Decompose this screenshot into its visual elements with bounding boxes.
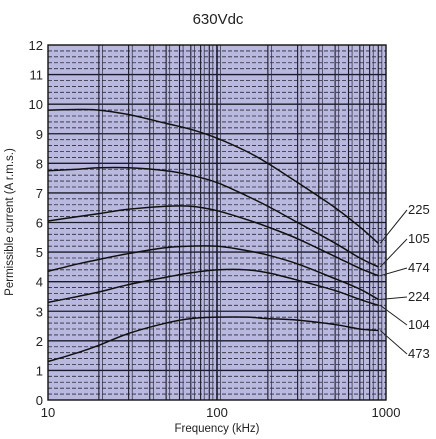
y-axis-label: Permissible current (A r.m.s.) <box>4 148 16 296</box>
y-tick-label: 12 <box>29 38 43 53</box>
series-lines <box>47 108 379 363</box>
chart-title: 630Vdc <box>193 11 244 28</box>
y-tick-label: 1 <box>36 363 43 378</box>
y-tick-label: 8 <box>36 156 43 171</box>
series-line-474 <box>47 205 379 277</box>
x-tick-label: 10 <box>41 405 55 420</box>
series-label-474: 474 <box>408 260 430 275</box>
y-tick-label: 9 <box>36 127 43 142</box>
series-label-105: 105 <box>408 231 430 246</box>
series-line-104 <box>47 268 379 307</box>
grid <box>48 45 386 400</box>
y-tick-label: 6 <box>36 216 43 231</box>
y-tick-label: 2 <box>36 334 43 349</box>
y-tick-label: 5 <box>36 245 43 260</box>
x-tick-label: 1000 <box>372 405 401 420</box>
y-tick-label: 11 <box>30 68 44 83</box>
y-tick-label: 4 <box>36 275 43 290</box>
y-tick-label: 3 <box>36 304 43 319</box>
series-leader-473 <box>379 330 408 355</box>
series-labels: 225 105 474 224 104 473 <box>379 202 430 361</box>
x-axis-label: Frequency (kHz) <box>175 423 260 435</box>
y-tick-label: 10 <box>29 97 43 112</box>
series-leader-224 <box>380 296 408 300</box>
series-leader-474 <box>380 267 408 277</box>
series-line-105 <box>47 166 379 268</box>
series-label-473: 473 <box>408 346 430 361</box>
y-tick-label: 7 <box>36 186 43 201</box>
series-label-225: 225 <box>408 202 430 217</box>
y-tick-label: 0 <box>36 393 43 408</box>
x-tick-label: 100 <box>206 405 228 420</box>
series-leader-104 <box>379 304 408 326</box>
series-line-225 <box>47 108 379 244</box>
series-leader-105 <box>379 238 408 268</box>
series-leader-225 <box>379 209 408 244</box>
series-label-104: 104 <box>408 317 430 332</box>
plot-frame <box>47 44 387 401</box>
series-line-224 <box>47 245 379 301</box>
x-tick-labels: 10 100 1000 <box>41 405 401 420</box>
series-line-473 <box>47 316 379 363</box>
series-label-224: 224 <box>408 289 430 304</box>
